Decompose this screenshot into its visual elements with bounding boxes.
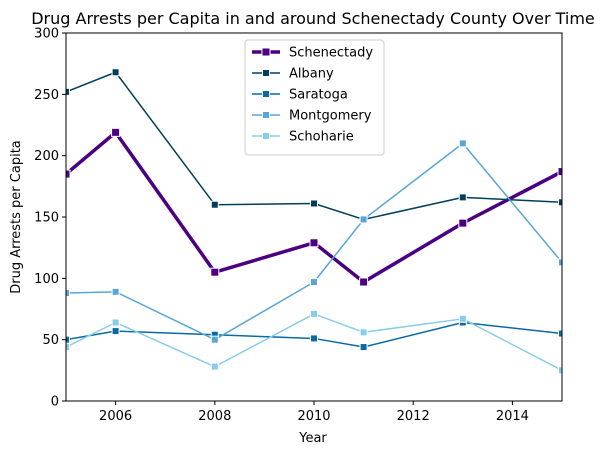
data-point-montgomery	[310, 278, 318, 287]
legend-marker-montgomery	[262, 111, 270, 119]
data-point-saratoga	[111, 327, 120, 336]
data-point-saratoga	[558, 329, 562, 338]
chart-title: Drug Arrests per Capita in and around Sc…	[31, 9, 595, 28]
data-point-montgomery	[558, 258, 562, 267]
data-point-albany	[558, 198, 562, 207]
data-point-montgomery	[210, 335, 219, 344]
data-point-montgomery	[111, 287, 120, 296]
data-point-saratoga	[359, 343, 368, 352]
legend-label-schenectady: Schenectady	[289, 46, 373, 61]
data-point-schenectady	[66, 169, 71, 179]
x-tick-label: 2010	[297, 409, 330, 424]
y-tick-label: 50	[42, 333, 59, 348]
data-point-schenectady	[458, 218, 468, 228]
data-point-schenectady	[210, 267, 220, 277]
data-point-albany	[111, 68, 120, 77]
data-point-saratoga	[310, 334, 318, 343]
data-point-schenectady	[557, 167, 562, 177]
data-point-schenectady	[309, 238, 319, 248]
legend-box	[244, 39, 385, 156]
y-tick-label: 100	[34, 272, 59, 287]
data-point-albany	[210, 200, 219, 209]
data-point-schoharie	[458, 314, 467, 323]
data-point-schoharie	[359, 328, 368, 337]
legend-marker-saratoga	[262, 90, 270, 98]
data-point-albany	[66, 87, 70, 96]
legend-label-montgomery: Montgomery	[289, 109, 372, 124]
y-tick-label: 150	[34, 211, 59, 226]
data-point-schenectady	[111, 127, 121, 137]
legend-marker-schoharie	[262, 132, 270, 140]
legend-label-albany: Albany	[289, 67, 334, 82]
legend: Schenectady Albany Saratoga Montgomery Schoh…	[244, 39, 385, 156]
x-tick-label: 2012	[397, 409, 430, 424]
data-point-schenectady	[359, 277, 369, 287]
data-point-albany	[310, 199, 318, 208]
x-axis-title: Year	[298, 431, 327, 446]
data-point-montgomery	[458, 139, 467, 148]
y-tick-label: 0	[51, 395, 59, 410]
data-point-schoharie	[210, 362, 219, 371]
legend-label-saratoga: Saratoga	[289, 88, 348, 103]
legend-marker-albany	[262, 69, 270, 77]
y-axis-title: Drug Arrests per Capita	[9, 140, 24, 294]
data-point-montgomery	[359, 215, 368, 224]
data-point-schoharie	[310, 309, 318, 318]
x-tick-label: 2008	[198, 409, 231, 424]
legend-label-schoharie: Schoharie	[289, 130, 354, 145]
data-point-albany	[458, 193, 467, 202]
y-tick-label: 250	[34, 88, 59, 103]
data-point-schoharie	[558, 366, 562, 375]
x-tick-label: 2006	[99, 409, 132, 424]
x-tick-label: 2014	[496, 409, 529, 424]
data-point-schoharie	[111, 318, 120, 327]
data-point-montgomery	[66, 289, 70, 298]
data-point-schoharie	[66, 343, 70, 352]
y-tick-label: 200	[34, 149, 59, 164]
data-point-saratoga	[66, 335, 70, 344]
legend-marker-schenectady	[261, 47, 271, 57]
y-tick-label: 300	[34, 27, 59, 42]
